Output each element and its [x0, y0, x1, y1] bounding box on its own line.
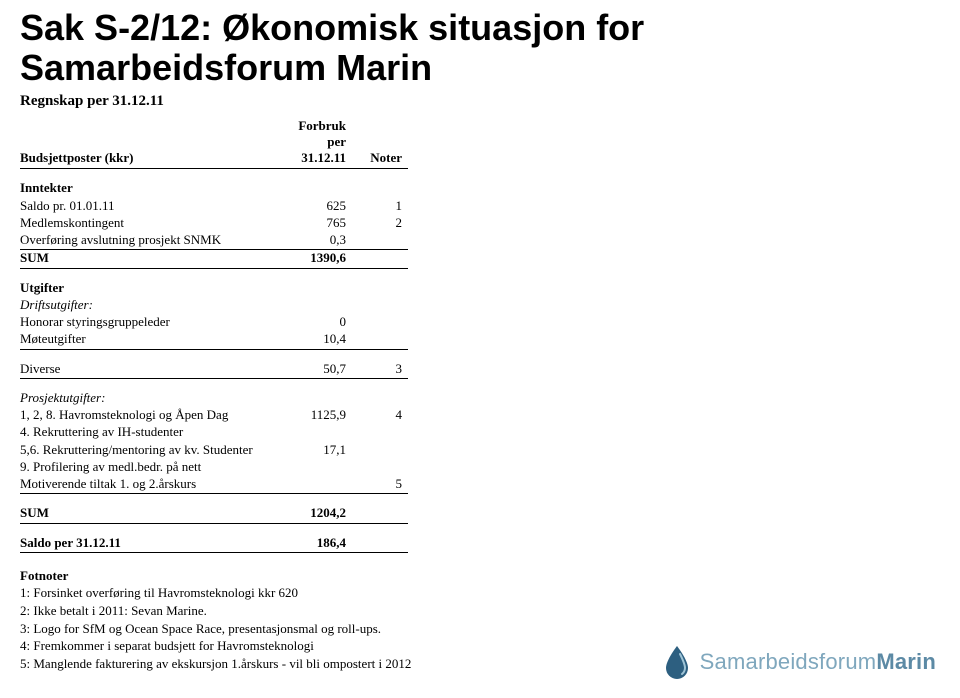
spacer [20, 169, 408, 181]
row-label: Diverse [20, 361, 286, 379]
table-row: Honorar styringsgruppeleder 0 [20, 314, 408, 331]
table-row: Medlemskontingent 765 2 [20, 215, 408, 232]
row-label: 1, 2, 8. Havromsteknologi og Åpen Dag [20, 407, 286, 424]
diverse-row: Diverse 50,7 3 [20, 361, 408, 379]
row-label: Overføring avslutning prosjekt SNMK [20, 232, 286, 250]
spacer [20, 523, 408, 535]
row-note: 1 [352, 198, 408, 215]
row-value: 10,4 [286, 331, 352, 349]
row-note: 2 [352, 215, 408, 232]
row-note: 5 [352, 476, 408, 494]
row-value [286, 476, 352, 494]
sum-label: SUM [20, 505, 286, 523]
logo-text: SamarbeidsforumMarin [700, 649, 936, 675]
logo: SamarbeidsforumMarin [662, 644, 936, 680]
row-value: 50,7 [286, 361, 352, 379]
table-row: 1, 2, 8. Havromsteknologi og Åpen Dag 11… [20, 407, 408, 424]
sum-label: SUM [20, 250, 286, 268]
row-label: 4. Rekruttering av IH-studenter [20, 424, 286, 441]
sum-value: 1204,2 [286, 505, 352, 523]
row-value: 1125,9 [286, 407, 352, 424]
row-label: Honorar styringsgruppeleder [20, 314, 286, 331]
table-header-row: Budsjettposter (kkr) Forbruk per 31.12.1… [20, 118, 408, 169]
row-value: 0 [286, 314, 352, 331]
row-label: Medlemskontingent [20, 215, 286, 232]
subheading-prosjekt: Prosjektutgifter: [20, 390, 408, 407]
drift-heading: Driftsutgifter: [20, 297, 286, 314]
logo-text-part2: Marin [876, 649, 936, 674]
table-row: Overføring avslutning prosjekt SNMK 0,3 [20, 232, 408, 250]
row-note [352, 424, 408, 441]
row-value: 765 [286, 215, 352, 232]
heading-inntekter: Inntekter [20, 180, 286, 197]
spacer [20, 349, 408, 361]
table-row: 4. Rekruttering av IH-studenter [20, 424, 408, 441]
droplet-icon [662, 644, 692, 680]
row-value: 17,1 [286, 442, 352, 459]
table-row: 5,6. Rekruttering/mentoring av kv. Stude… [20, 442, 408, 459]
footnote-item: 2: Ikke betalt i 2011: Sevan Marine. [20, 602, 940, 620]
sum-value: 1390,6 [286, 250, 352, 268]
row-note: 3 [352, 361, 408, 379]
page-title: Sak S-2/12: Økonomisk situasjon for Sama… [20, 8, 940, 89]
row-note: 4 [352, 407, 408, 424]
row-label: Motiverende tiltak 1. og 2.årskurs [20, 476, 286, 494]
footnote-item: 3: Logo for SfM og Ocean Space Race, pre… [20, 620, 940, 638]
page: Sak S-2/12: Økonomisk situasjon for Sama… [0, 0, 960, 698]
header-col-3: Noter [352, 118, 408, 169]
table-row: Motiverende tiltak 1. og 2.årskurs 5 [20, 476, 408, 494]
balance-label: Saldo per 31.12.11 [20, 535, 286, 553]
subheading-drift: Driftsutgifter: [20, 297, 408, 314]
table-row: Saldo pr. 01.01.11 625 1 [20, 198, 408, 215]
header-col-2: Forbruk per 31.12.11 [286, 118, 352, 169]
row-note [352, 331, 408, 349]
heading-utgifter: Utgifter [20, 280, 286, 297]
row-label: Møteutgifter [20, 331, 286, 349]
row-value: 0,3 [286, 232, 352, 250]
sum-row: SUM 1390,6 [20, 250, 408, 268]
row-value: 625 [286, 198, 352, 215]
row-note [352, 442, 408, 459]
section-heading-inntekter: Inntekter [20, 180, 408, 197]
row-value [286, 424, 352, 441]
section-heading-utgifter: Utgifter [20, 280, 408, 297]
row-label: Saldo pr. 01.01.11 [20, 198, 286, 215]
header-col-1: Budsjettposter (kkr) [20, 118, 286, 169]
table-row: Møteutgifter 10,4 [20, 331, 408, 349]
row-label: 5,6. Rekruttering/mentoring av kv. Stude… [20, 442, 286, 459]
spacer [20, 494, 408, 506]
logo-text-part1: Samarbeidsforum [700, 649, 877, 674]
balance-value: 186,4 [286, 535, 352, 553]
table-row: 9. Profilering av medl.bedr. på nett [20, 459, 408, 476]
row-note [352, 459, 408, 476]
balance-row: Saldo per 31.12.11 186,4 [20, 535, 408, 553]
footnote-item: 1: Forsinket overføring til Havromstekno… [20, 584, 940, 602]
sum-row: SUM 1204,2 [20, 505, 408, 523]
row-note [352, 232, 408, 250]
subtitle: Regnskap per 31.12.11 [20, 93, 940, 110]
header-col-2-line2: 31.12.11 [301, 150, 346, 165]
title-line-2: Samarbeidsforum Marin [20, 47, 432, 88]
title-line-1: Sak S-2/12: Økonomisk situasjon for [20, 7, 644, 48]
prosjekt-heading: Prosjektutgifter: [20, 390, 286, 407]
spacer [20, 378, 408, 390]
header-col-2-line1: Forbruk per [298, 118, 346, 149]
spacer [20, 268, 408, 280]
row-note [352, 314, 408, 331]
row-label: 9. Profilering av medl.bedr. på nett [20, 459, 286, 476]
row-value [286, 459, 352, 476]
finance-table: Budsjettposter (kkr) Forbruk per 31.12.1… [20, 118, 408, 553]
footnotes-heading: Fotnoter [20, 567, 940, 585]
